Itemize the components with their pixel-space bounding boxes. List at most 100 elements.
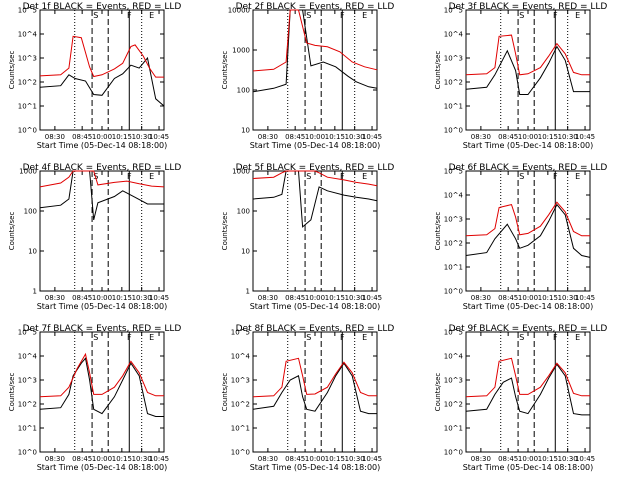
y-tick-label: 10^2: [18, 401, 37, 409]
series-red: [252, 9, 378, 72]
x-axis-label: Start Time (05-Dec-14 08:18:00): [37, 463, 168, 472]
y-tick-label: 10^1: [444, 103, 463, 111]
y-tick-label: 1000: [232, 47, 250, 55]
marker-label-S: S: [306, 172, 311, 181]
x-tick-label: 10:00: [518, 455, 538, 463]
x-tick-label: 08:45: [72, 455, 92, 463]
series-red: [252, 357, 377, 398]
x-tick-label: 10:15: [112, 455, 132, 463]
x-axis-label: Start Time (05-Dec-14 08:18:00): [37, 302, 168, 311]
x-tick-label: 10:00: [305, 294, 325, 302]
marker-label-E: E: [362, 333, 367, 342]
series-red: [465, 357, 590, 398]
x-tick-label: 10:00: [92, 455, 112, 463]
x-tick-label: 08:45: [498, 294, 518, 302]
y-tick-label: 10^4: [444, 192, 464, 200]
panel-1: Det 1f BLACK = Events, RED = LLD 10^0 10^1…: [8, 2, 181, 150]
y-axis-label: Counts/sec: [434, 373, 442, 412]
y-tick-label: 100: [237, 208, 250, 216]
panel-7: Det 7f BLACK = Events, RED = LLD 10^0 10^1…: [8, 324, 181, 472]
x-tick-label: 10:15: [325, 455, 345, 463]
y-tick-label: 10^4: [231, 353, 251, 361]
y-tick-label: 10^2: [444, 401, 463, 409]
x-tick-label: 08:30: [45, 294, 65, 302]
y-tick-label: 10^3: [444, 216, 463, 224]
x-tick-label: 10:30: [345, 455, 365, 463]
marker-label-E: E: [575, 333, 580, 342]
marker-label-S: S: [93, 11, 98, 20]
plot-frame: [39, 331, 165, 453]
y-tick-label: 10000: [228, 7, 250, 15]
x-tick-label: 10:00: [92, 133, 112, 141]
y-tick-label: 1000: [232, 168, 250, 176]
marker-label-E: E: [149, 172, 154, 181]
y-tick-label: 10^3: [18, 377, 37, 385]
series-red: [39, 170, 165, 188]
series-black: [252, 9, 378, 93]
y-tick-label: 1000: [19, 168, 37, 176]
series-black: [252, 362, 377, 415]
panel-2: Det 2f BLACK = Events, RED = LLD 10 100 100…: [221, 2, 394, 150]
x-tick-label: 10:15: [538, 455, 558, 463]
plot-frame: [465, 331, 591, 453]
x-tick-label: 08:30: [471, 455, 491, 463]
y-axis-label: Counts/sec: [8, 51, 16, 90]
y-tick-label: 10^1: [231, 425, 250, 433]
panel-title: Det 3f BLACK = Events, RED = LLD: [449, 2, 608, 12]
y-tick-label: 10^0: [231, 449, 250, 457]
x-tick-label: 10:00: [518, 294, 538, 302]
plot-frame: [252, 331, 378, 453]
x-tick-label: 10:30: [132, 455, 152, 463]
panel-4: Det 4f BLACK = Events, RED = LLD 1 10 100 10…: [8, 163, 181, 311]
y-tick-label: 10^3: [444, 55, 463, 63]
marker-label-S: S: [519, 172, 524, 181]
x-tick-label: 10:45: [575, 294, 595, 302]
x-axis-label: Start Time (05-Dec-14 08:18:00): [250, 463, 381, 472]
x-tick-label: 10:15: [325, 294, 345, 302]
marker-label-S: S: [306, 11, 311, 20]
x-tick-label: 08:45: [285, 133, 305, 141]
y-tick-label: 10^0: [444, 288, 463, 296]
x-tick-label: 10:30: [558, 133, 578, 141]
series-black: [465, 363, 590, 416]
plot-frame: [252, 9, 378, 131]
x-tick-label: 10:15: [325, 133, 345, 141]
x-tick-label: 10:45: [362, 294, 382, 302]
panel-title: Det 9f BLACK = Events, RED = LLD: [449, 324, 608, 334]
y-axis-label: Counts/sec: [221, 212, 229, 251]
y-tick-label: 10: [241, 248, 250, 256]
x-tick-label: 10:45: [575, 133, 595, 141]
x-tick-label: 10:00: [305, 133, 325, 141]
y-tick-label: 10^5: [231, 329, 250, 337]
marker-label-F: F: [340, 333, 345, 342]
y-tick-label: 10^2: [444, 79, 463, 87]
x-tick-label: 08:30: [471, 133, 491, 141]
y-axis-label: Counts/sec: [8, 212, 16, 251]
series-black: [39, 170, 164, 221]
marker-label-F: F: [553, 172, 558, 181]
panel-5: Det 5f BLACK = Events, RED = LLD 1 10 100 10…: [221, 163, 394, 311]
y-tick-label: 10^2: [231, 401, 250, 409]
x-tick-label: 08:45: [498, 455, 518, 463]
series-red: [39, 35, 164, 78]
plot-frame: [465, 170, 591, 292]
y-tick-label: 100: [24, 208, 37, 216]
series-black: [39, 56, 165, 107]
marker-label-S: S: [519, 11, 524, 20]
plot-frame: [39, 9, 165, 131]
x-tick-label: 08:30: [258, 133, 278, 141]
y-tick-label: 10^0: [444, 127, 463, 135]
x-tick-label: 10:30: [132, 133, 152, 141]
x-axis-label: Start Time (05-Dec-14 08:18:00): [463, 141, 594, 150]
series-red: [465, 201, 590, 237]
marker-label-S: S: [306, 333, 311, 342]
y-tick-label: 100: [237, 87, 250, 95]
marker-label-F: F: [127, 11, 132, 20]
plot-frame: [252, 170, 378, 292]
panel-title: Det 7f BLACK = Events, RED = LLD: [23, 324, 182, 334]
marker-label-F: F: [553, 11, 558, 20]
y-axis-label: Counts/sec: [434, 212, 442, 251]
marker-label-F: F: [127, 333, 132, 342]
x-tick-label: 10:45: [149, 133, 169, 141]
y-tick-label: 10: [28, 248, 37, 256]
